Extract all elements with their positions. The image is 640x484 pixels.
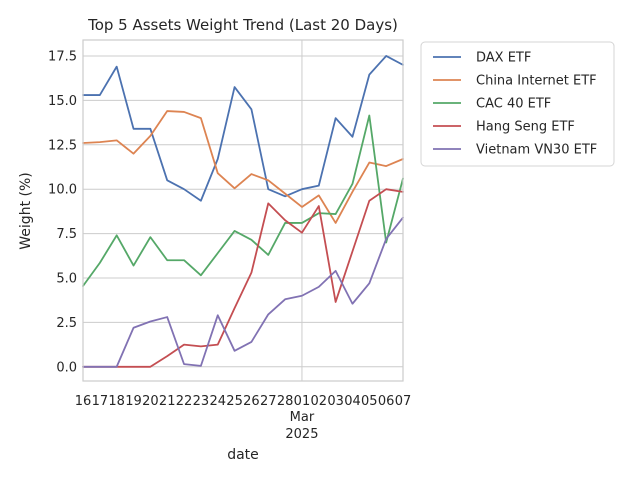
x-axis-title: date bbox=[227, 447, 259, 463]
x-tick-label: 27 bbox=[260, 394, 277, 409]
plot-frame bbox=[82, 39, 404, 382]
y-tick-label: 15.0 bbox=[48, 94, 77, 109]
y-tick-label: 10.0 bbox=[48, 183, 77, 198]
x-tick-label: 26 bbox=[243, 394, 260, 409]
y-tick-label: 7.5 bbox=[56, 227, 77, 242]
x-tick-label: 17 bbox=[92, 394, 109, 409]
y-tick-label: 2.5 bbox=[56, 316, 77, 331]
legend-label-2: China Internet ETF bbox=[476, 74, 597, 89]
series-line-3 bbox=[82, 114, 404, 287]
x-tick-label: 06 bbox=[378, 394, 395, 409]
plot-area: 0.0 2.5 5.0 7.5 10.0 12.5 15.0 17.5 16 17 18 19 20 21… bbox=[48, 39, 412, 442]
series-line-4 bbox=[82, 188, 404, 368]
x-tick-label: 01 bbox=[294, 394, 311, 409]
x-tick-label: 20 bbox=[142, 394, 159, 409]
series-line-5 bbox=[82, 216, 404, 368]
chart-title: Top 5 Assets Weight Trend (Last 20 Days) bbox=[87, 16, 398, 34]
y-tick-label: 5.0 bbox=[56, 271, 77, 286]
x-tick-label: 25 bbox=[226, 394, 243, 409]
legend: DAX ETF China Internet ETF CAC 40 ETF Hang … bbox=[420, 41, 615, 167]
x-tick-label: 07 bbox=[395, 394, 412, 409]
x-tick-label: 19 bbox=[125, 394, 142, 409]
x-tick-label: 24 bbox=[209, 394, 226, 409]
y-axis-title: Weight (%) bbox=[18, 172, 34, 249]
x-tick-label: 05 bbox=[361, 394, 378, 409]
series-line-1 bbox=[82, 55, 404, 202]
x-tick-label: 28 bbox=[277, 394, 294, 409]
x-tick-label: 23 bbox=[193, 394, 210, 409]
legend-box bbox=[420, 41, 615, 167]
legend-label-3: CAC 40 ETF bbox=[476, 97, 551, 112]
legend-label-4: Hang Seng ETF bbox=[476, 120, 575, 135]
x-tick-label: 22 bbox=[176, 394, 193, 409]
plot-background bbox=[83, 40, 403, 381]
x-tick-label: 03 bbox=[327, 394, 344, 409]
x-tick-label: 02 bbox=[311, 394, 328, 409]
y-tick-label: 12.5 bbox=[48, 138, 77, 153]
x-year-label: 2025 bbox=[285, 427, 318, 442]
x-tick-label: 18 bbox=[108, 394, 125, 409]
x-tick-label: 16 bbox=[75, 394, 92, 409]
y-tick-label: 17.5 bbox=[48, 49, 77, 64]
x-tick-label: 21 bbox=[159, 394, 176, 409]
legend-label-1: DAX ETF bbox=[476, 51, 531, 66]
y-tick-label: 0.0 bbox=[56, 360, 77, 375]
x-tick-label: 04 bbox=[344, 394, 361, 409]
x-month-label: Mar bbox=[290, 410, 315, 425]
legend-label-5: Vietnam VN30 ETF bbox=[476, 143, 597, 158]
series-line-2 bbox=[82, 110, 404, 224]
